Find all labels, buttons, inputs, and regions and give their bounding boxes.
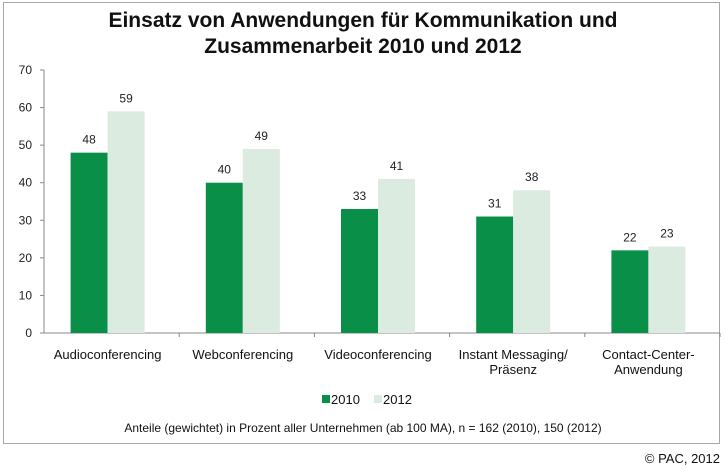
y-tick-label: 50 bbox=[19, 138, 33, 152]
data-label: 49 bbox=[255, 129, 269, 143]
bar-2010 bbox=[70, 152, 108, 333]
bar-2012 bbox=[513, 190, 551, 333]
legend-label: 2010 bbox=[331, 392, 360, 407]
category-label: Anwendung bbox=[614, 362, 683, 377]
category-label: Präsenz bbox=[489, 362, 537, 377]
legend-swatch-2012 bbox=[374, 395, 382, 403]
title-line-2: Zusammenarbeit 2010 und 2012 bbox=[204, 35, 522, 58]
y-tick-label: 30 bbox=[19, 213, 33, 227]
category-label: Webconferencing bbox=[192, 347, 293, 362]
data-label: 33 bbox=[353, 189, 367, 203]
data-label: 41 bbox=[390, 159, 404, 173]
bar-2010 bbox=[611, 250, 649, 333]
bar-2010 bbox=[341, 209, 378, 333]
bar-2012 bbox=[242, 148, 280, 333]
bar-2012 bbox=[107, 111, 145, 333]
y-tick-label: 70 bbox=[19, 63, 33, 77]
source-credit: © PAC, 2012 bbox=[644, 451, 720, 466]
legend-swatch-2010 bbox=[322, 395, 330, 403]
bar-2012 bbox=[648, 246, 686, 333]
y-tick-label: 40 bbox=[19, 176, 33, 190]
legend-label: 2012 bbox=[383, 392, 412, 407]
y-tick-label: 20 bbox=[19, 251, 33, 265]
data-label: 40 bbox=[218, 163, 232, 177]
bar-2012 bbox=[378, 178, 415, 333]
data-label: 48 bbox=[82, 133, 96, 147]
data-label: 23 bbox=[660, 227, 674, 241]
data-label: 31 bbox=[488, 197, 502, 211]
bar-2010 bbox=[205, 182, 243, 333]
chart-frame bbox=[3, 2, 720, 444]
y-tick-label: 60 bbox=[19, 101, 33, 115]
bar-2010 bbox=[476, 216, 514, 333]
data-label: 22 bbox=[623, 230, 637, 244]
category-label: Audioconferencing bbox=[54, 347, 162, 362]
title-line-1: Einsatz von Anwendungen für Kommunikatio… bbox=[108, 9, 618, 32]
chart-title: Einsatz von Anwendungen für Kommunikatio… bbox=[0, 8, 726, 60]
category-label: Instant Messaging/ bbox=[459, 347, 569, 362]
category-label: Videoconferencing bbox=[324, 347, 431, 362]
data-label: 59 bbox=[119, 91, 133, 105]
category-label: Contact-Center- bbox=[602, 347, 694, 362]
y-tick-label: 0 bbox=[25, 326, 32, 340]
y-tick-label: 10 bbox=[19, 288, 33, 302]
data-label: 38 bbox=[525, 170, 539, 184]
chart-note: Anteile (gewichtet) in Prozent aller Unt… bbox=[124, 421, 602, 435]
